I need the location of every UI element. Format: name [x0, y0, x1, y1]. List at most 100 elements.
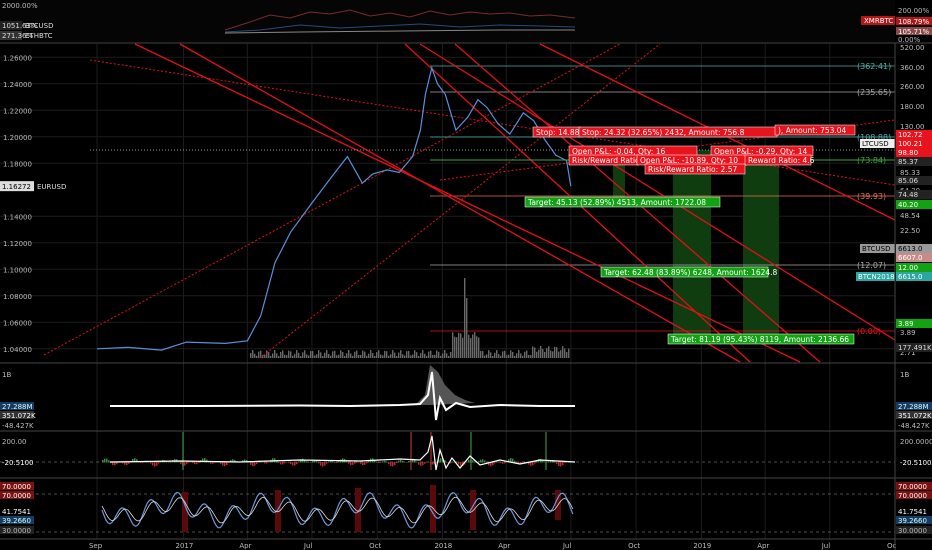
momentum-bar [534, 462, 536, 464]
volume-bar [344, 355, 346, 358]
volume-bar [512, 351, 514, 358]
trade-annotation-text: Target: 62.48 (83.89%) 6248, Amount: 162… [603, 268, 778, 277]
volume-bar [414, 350, 416, 358]
volume-bar [520, 353, 522, 358]
right-axis-tag-bg [896, 319, 932, 328]
volume-bar [366, 355, 368, 358]
momentum-bar [348, 462, 350, 464]
volume-bar [430, 350, 432, 358]
momentum-bar [170, 461, 172, 463]
rsi-overbought-band [470, 490, 476, 530]
volume-bar [464, 278, 466, 358]
volume-bar [540, 346, 542, 358]
momentum-bar [326, 462, 328, 464]
volume-bar [392, 350, 394, 358]
momentum-bar [226, 462, 228, 466]
momentum-bar [122, 462, 124, 464]
trade-annotation-box [667, 333, 855, 345]
momentum-bar [392, 462, 394, 467]
momentum-bar [396, 462, 398, 463]
top-left-tick-3: 271.36% [2, 32, 33, 40]
volume-bar [426, 355, 428, 358]
volume-bar [340, 350, 342, 358]
momentum-bar [150, 462, 152, 464]
right-tick-label: 22.50 [900, 227, 920, 235]
volume-bar [350, 353, 352, 358]
momentum-bar [560, 462, 562, 467]
obv-right-tick-3: 351.072K [898, 412, 932, 420]
obv-right-tick-2: 27.288M [898, 403, 929, 411]
volume-bar [370, 350, 372, 358]
rsi-right-tick-4: 39.2660 [898, 517, 927, 525]
momentum-bar [214, 462, 216, 463]
volume-bar [472, 334, 474, 358]
volume-bar [302, 352, 304, 358]
volume-bar [568, 348, 570, 358]
momentum-bar [422, 462, 424, 466]
right-axis-tag: 12.00 [898, 264, 918, 272]
momentum-bar [128, 462, 130, 464]
momentum-bar [450, 462, 452, 464]
volume-bar [380, 354, 382, 358]
volume-bar [376, 352, 378, 358]
volume-bar [326, 350, 328, 358]
x-tick-label: Apr [757, 542, 769, 550]
momentum-bar [304, 459, 306, 463]
right-tick-label: 360.00 [900, 64, 925, 72]
volume-bar [434, 354, 436, 358]
momentum-bar [186, 462, 188, 465]
x-tick-label: 2017 [176, 542, 194, 550]
y-tick-label: 1.18000 [3, 160, 32, 168]
momentum-bar [280, 462, 282, 465]
momentum-bar [478, 461, 480, 463]
momentum-bar [292, 462, 294, 466]
momentum-bar [544, 461, 546, 463]
momentum-bar [156, 462, 158, 466]
momentum-bar [456, 462, 458, 463]
right-tick-label: 3.89 [900, 329, 916, 337]
momentum-bar [110, 462, 112, 464]
obv-left-tick-2: 27.288M [2, 403, 33, 411]
momentum-bar [346, 460, 348, 463]
volume-bar [488, 350, 490, 358]
volume-bar [408, 350, 410, 358]
momentum-bar [260, 461, 262, 463]
time-axis: Sep 2017 Apr Jul Oct 2018 Apr Jul Oct 2019 Apr Jul O… [0, 538, 932, 550]
trade-annotation-box [644, 163, 746, 175]
right-axis-tag: 6607.0 [898, 254, 923, 262]
volume-bar [390, 354, 392, 358]
volume-bar [282, 350, 284, 358]
momentum-bar [196, 462, 198, 465]
momentum-spike [545, 432, 547, 470]
volume-bar [342, 352, 344, 358]
volume-bar [462, 337, 464, 358]
top-right-label: XMRBTC [864, 17, 893, 25]
momentum-bar [194, 462, 196, 465]
momentum-bar [198, 462, 200, 463]
rsi-left-tick-3: 41.7541 [2, 508, 31, 516]
volume-bar [364, 351, 366, 358]
volume-bar [542, 349, 544, 358]
volume-bar [272, 353, 274, 358]
momentum-bar [320, 462, 322, 466]
right-axis-tag-bg [896, 139, 932, 148]
momentum-bar [106, 458, 108, 463]
volume-bar [260, 350, 262, 358]
right-tick-label: 180.00 [900, 103, 925, 111]
volume-bar [410, 355, 412, 358]
rsi-left-tick-4: 39.2660 [2, 517, 31, 525]
momentum-bar [400, 460, 402, 463]
volume-bar [498, 353, 500, 358]
momentum-bar [498, 461, 500, 463]
volume-bar [412, 354, 414, 358]
momentum-bar [474, 461, 476, 463]
volume-bar [514, 355, 516, 358]
right-axis-tag-bg [860, 139, 895, 148]
momentum-bar [318, 462, 320, 464]
momentum-bar [520, 462, 522, 464]
momentum-bar [508, 459, 510, 463]
volume-bar [332, 351, 334, 358]
momentum-bar [330, 460, 332, 463]
obv-right-tick-1: 1B [900, 371, 909, 379]
